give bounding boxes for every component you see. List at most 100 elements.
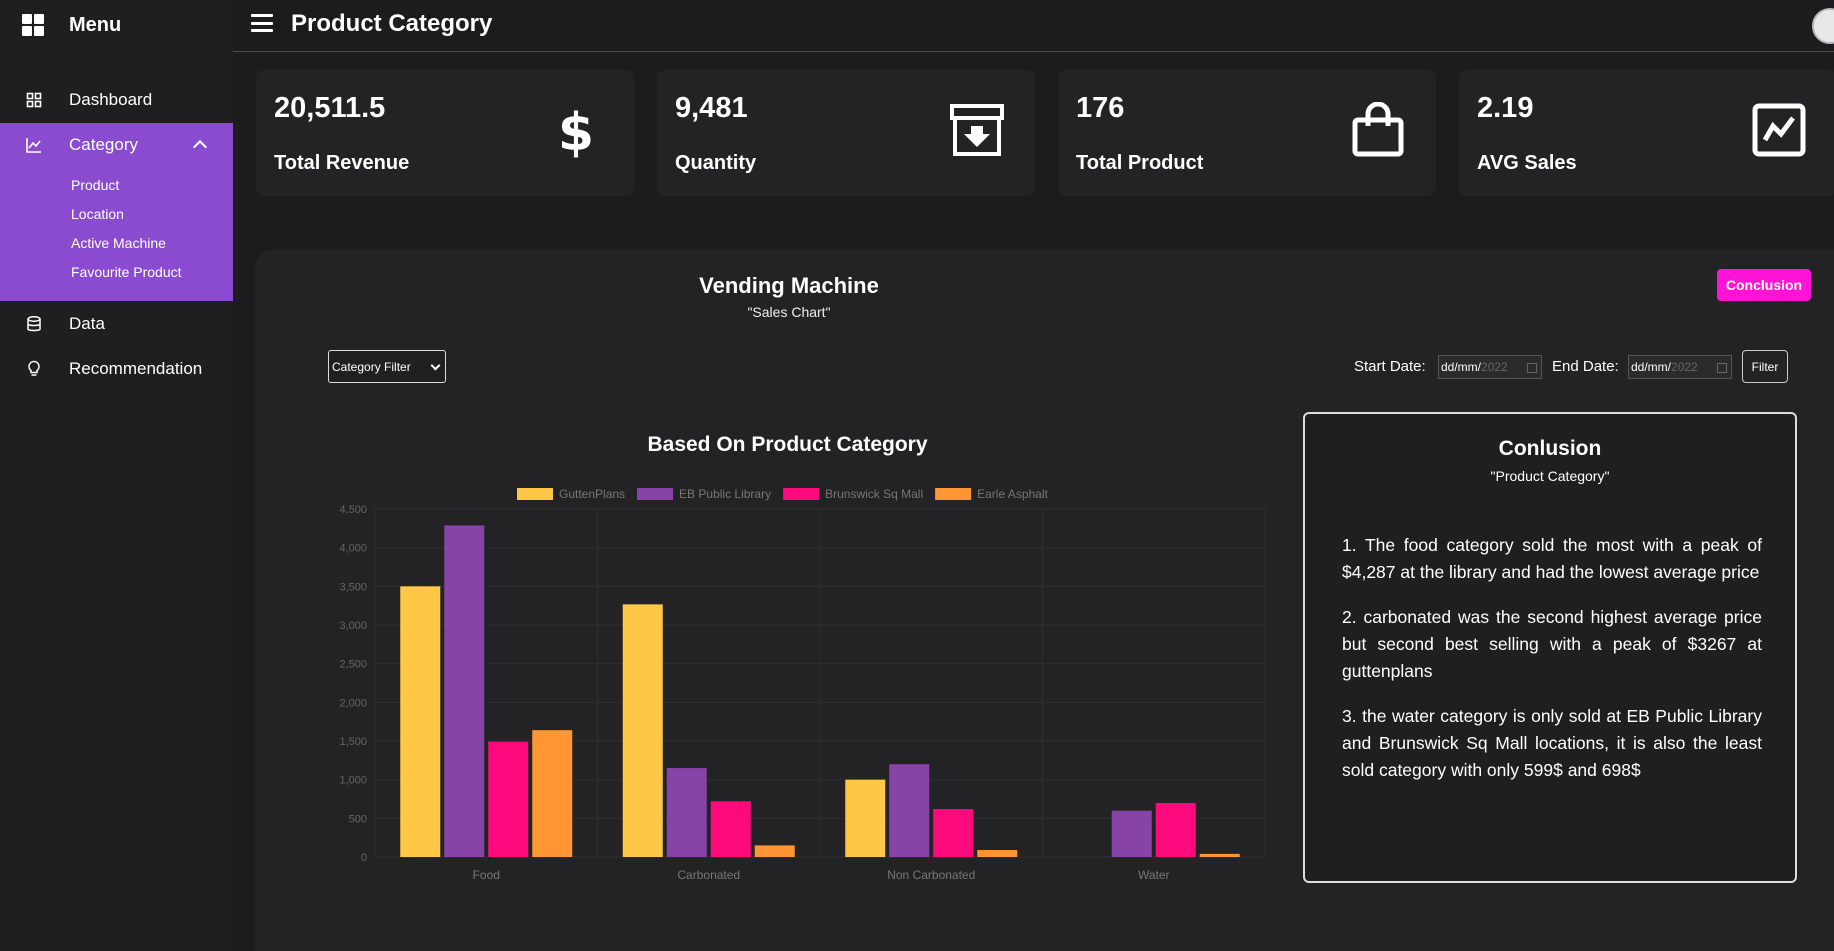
category-filter-label: Category Filter [332,359,411,374]
y-tick-label: 500 [349,813,367,825]
sidebar-item-label: Category [69,135,138,154]
filter-button[interactable]: Filter [1742,350,1788,383]
stat-card-avg-sales: 2.19 AVG Sales [1459,70,1834,196]
start-date-input[interactable]: dd/mm/2022 [1438,355,1542,379]
sub-item-favourite-product[interactable]: Favourite Product [71,264,182,280]
conclusion-list: 1. The food category sold the most with … [1342,532,1762,802]
category-filter-select[interactable]: Category Filter [328,350,446,383]
chevron-up-icon[interactable] [192,139,208,155]
bar [710,801,751,857]
bar [889,764,930,857]
bar [488,741,529,857]
stat-card-revenue: 20,511.5 Total Revenue $ [256,70,634,196]
date-year: 2022 [1671,360,1698,374]
start-date-label: Start Date: [1354,358,1426,375]
stat-card-total-product: 176 Total Product [1058,70,1436,196]
bar [400,586,441,857]
x-tick-label: Non Carbonated [887,868,975,882]
sidebar-item-data[interactable]: Data [0,302,233,346]
sidebar-item-dashboard[interactable]: Dashboard [0,78,233,122]
sidebar-item-recommendation[interactable]: Recommendation [0,347,233,391]
date-placeholder: dd/mm/ [1441,360,1482,374]
y-tick-label: 1,000 [339,775,367,787]
windows-grid-icon [22,14,44,36]
bar [977,850,1018,857]
legend-label: Earle Asphalt [977,487,1048,501]
bar [845,779,886,857]
dollar-icon: $ [548,102,604,163]
hamburger-menu-icon[interactable] [251,14,273,32]
y-tick-label: 2,500 [339,659,367,671]
legend-swatch [783,488,820,500]
x-tick-label: Carbonated [677,868,740,882]
y-tick-label: 2,000 [339,697,367,709]
legend-swatch [517,488,553,500]
bar-chart: 0 500 1,000 1,500 2,000 2,500 3,000 3,500 4,000 4… [339,487,1266,882]
line-chart-icon [25,136,43,154]
stat-value: 20,511.5 [274,92,386,124]
x-tick-label: Food [473,868,500,882]
x-tick-label: Water [1138,868,1170,882]
stat-label: Total Revenue [274,152,410,174]
bar [444,525,485,857]
y-tick-label: 4,000 [339,543,367,555]
sidebar-item-label: Data [69,314,105,333]
database-icon [25,315,43,333]
sub-item-location[interactable]: Location [71,206,124,222]
sidebar-item-label: Dashboard [69,90,153,109]
stat-value: 176 [1076,92,1125,124]
archive-download-icon [949,102,1005,158]
bar [532,730,573,857]
page-title: Product Category [291,10,493,37]
category-section: Category Product Location Active Machine… [0,123,233,301]
chart-title: Based On Product Category [647,433,928,456]
y-tick-label: 1,500 [339,736,367,748]
stat-label: Quantity [675,152,757,174]
legend-label: GuttenPlans [559,487,625,501]
date-placeholder: dd/mm/ [1631,360,1672,374]
calendar-icon[interactable] [1527,363,1537,373]
chevron-down-icon [430,360,441,371]
sidebar: Menu Dashboard Category Product Location… [0,0,233,951]
svg-text:$: $ [558,103,594,158]
sub-item-product[interactable]: Product [71,177,120,193]
conclusion-box: Conlusion "Product Category" 1. The food… [1303,412,1797,883]
avatar[interactable] [1812,8,1834,44]
menu-title: Menu [69,13,122,36]
trend-chart-icon [1751,102,1807,158]
sub-item-active-machine[interactable]: Active Machine [71,235,166,251]
stat-value: 2.19 [1477,92,1534,124]
conclusion-subtitle: "Product Category" [1490,468,1610,484]
sidebar-item-category[interactable]: Category [0,123,233,167]
conclusion-title: Conlusion [1498,437,1602,460]
panel-title: Vending Machine [699,273,879,298]
stat-value: 9,481 [675,92,748,124]
legend-label: Brunswick Sq Mall [825,487,923,501]
y-tick-label: 4,500 [339,504,367,516]
end-date-input[interactable]: dd/mm/2022 [1628,355,1732,379]
sidebar-item-label: Recommendation [69,359,203,378]
conclusion-point: 1. The food category sold the most with … [1342,535,1762,582]
y-tick-label: 0 [361,852,367,864]
shopping-bag-icon [1350,101,1406,158]
conclusion-point: 3. the water category is only sold at EB… [1342,706,1762,780]
bar [1111,810,1152,857]
legend-swatch [637,488,674,500]
lightbulb-icon [25,360,43,378]
bar [1199,853,1240,857]
panel-subtitle: "Sales Chart" [747,304,831,320]
conclusion-point: 2. carbonated was the second highest ave… [1342,607,1762,681]
date-year: 2022 [1481,360,1508,374]
stat-label: Total Product [1076,152,1204,174]
y-tick-label: 3,000 [339,620,367,632]
bar [666,768,707,857]
bar [933,809,974,857]
legend-swatch [935,488,972,500]
calendar-icon[interactable] [1717,363,1727,373]
bar [1155,803,1196,857]
conclusion-button[interactable]: Conclusion [1717,269,1811,301]
bar [754,845,795,857]
bar [622,604,663,857]
stat-label: AVG Sales [1477,152,1577,174]
legend-label: EB Public Library [679,487,771,501]
